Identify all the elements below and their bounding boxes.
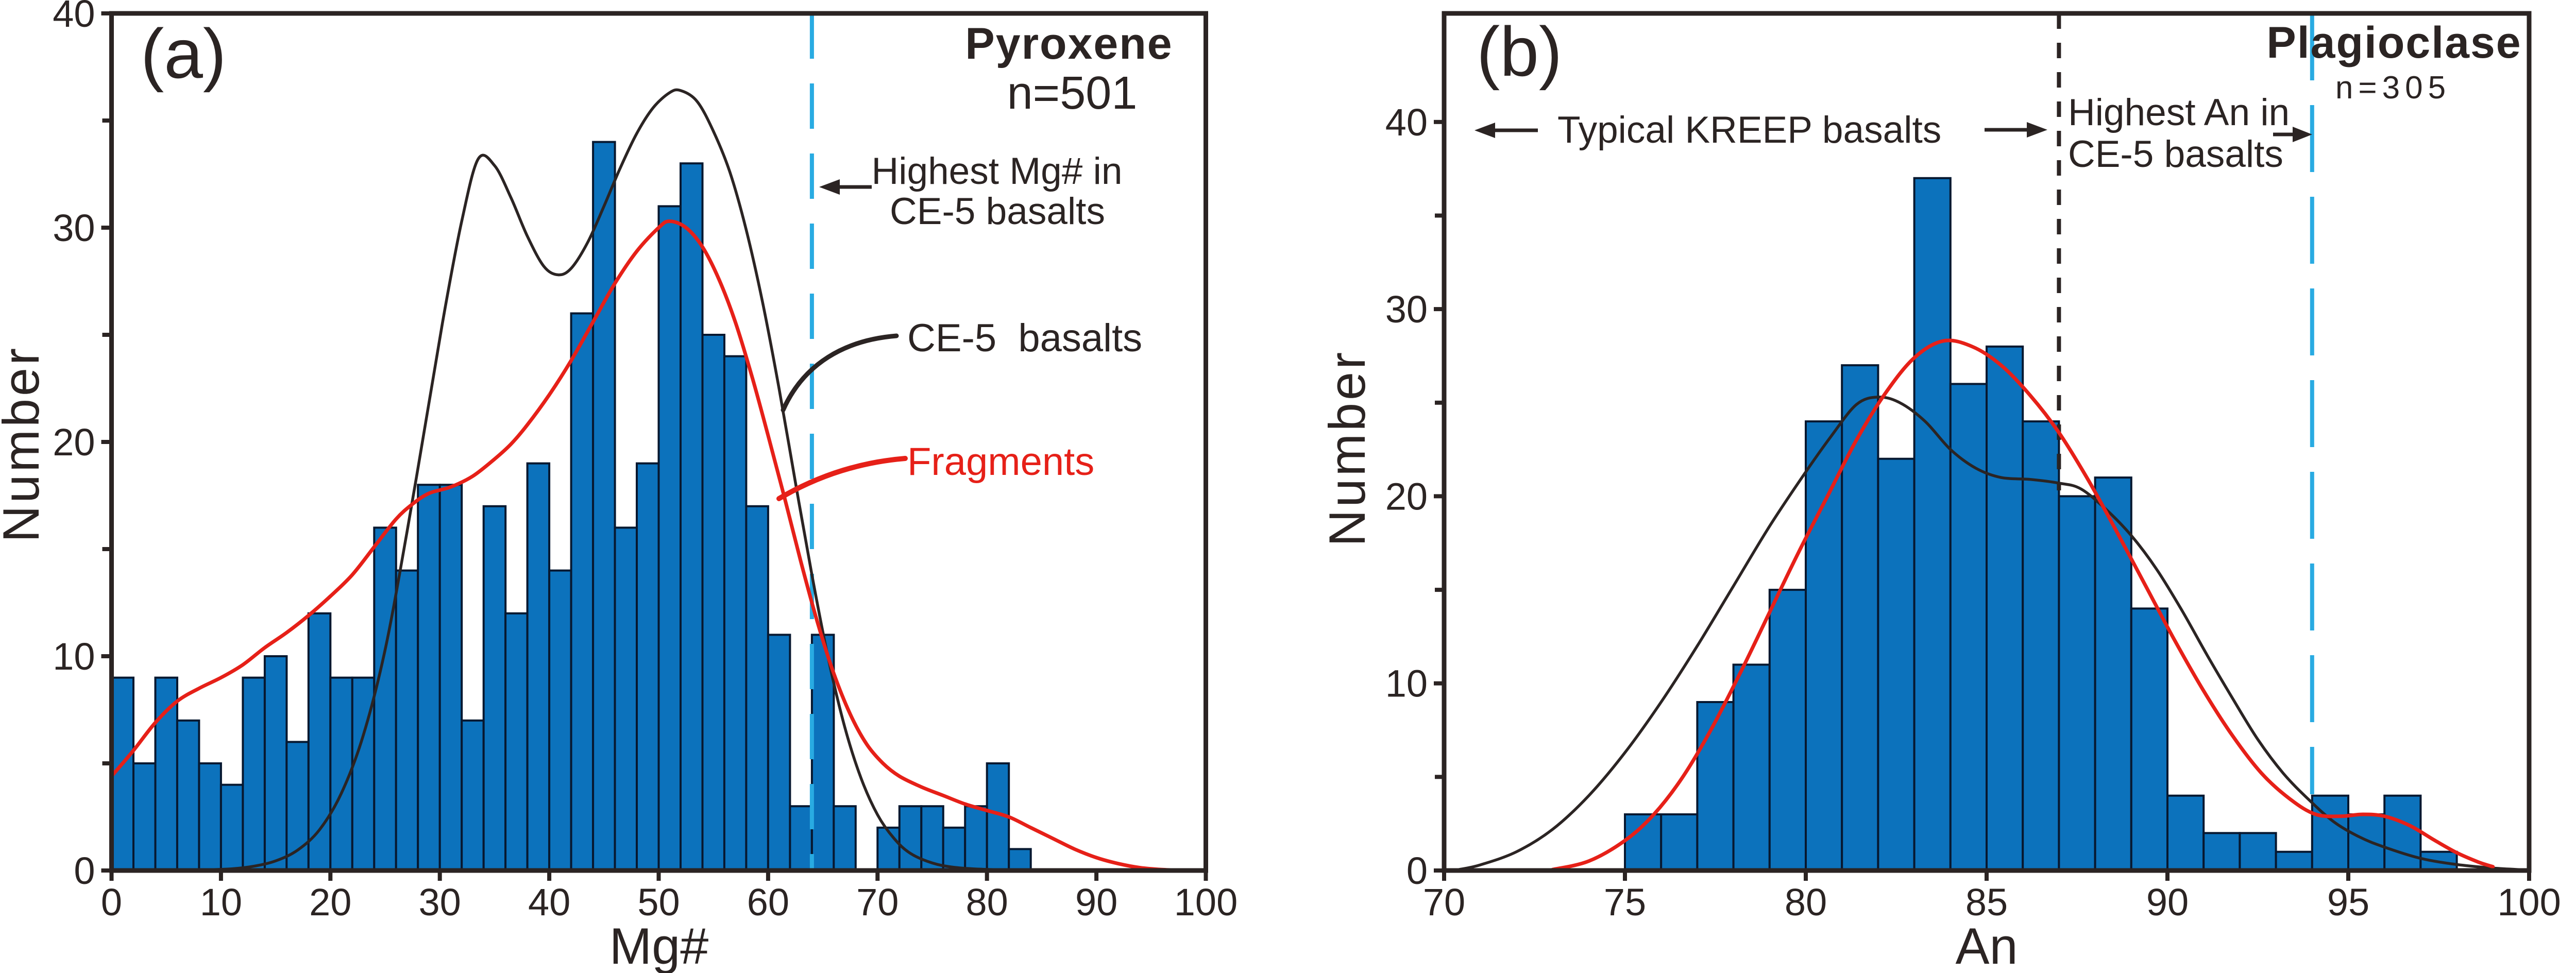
svg-text:Pyroxene: Pyroxene <box>965 19 1173 69</box>
svg-text:40: 40 <box>1385 101 1428 144</box>
svg-text:95: 95 <box>2327 881 2369 924</box>
svg-text:CE-5 basalts: CE-5 basalts <box>907 316 1142 360</box>
svg-text:20: 20 <box>309 881 351 924</box>
svg-text:0: 0 <box>74 849 95 892</box>
svg-text:100: 100 <box>2497 881 2561 924</box>
svg-text:Highest An in: Highest An in <box>2068 92 2290 133</box>
svg-text:80: 80 <box>966 881 1008 924</box>
svg-text:n=305: n=305 <box>2335 70 2451 106</box>
svg-text:Plagioclase: Plagioclase <box>2266 18 2521 67</box>
svg-text:Mg#: Mg# <box>609 917 709 973</box>
svg-text:(b): (b) <box>1477 12 1562 91</box>
svg-text:CE-5 basalts: CE-5 basalts <box>890 191 1105 232</box>
svg-text:70: 70 <box>1423 881 1465 924</box>
svg-text:10: 10 <box>1385 662 1428 705</box>
svg-text:Fragments: Fragments <box>907 440 1094 484</box>
svg-text:30: 30 <box>419 881 461 924</box>
svg-text:85: 85 <box>1965 881 2008 924</box>
svg-text:40: 40 <box>53 0 95 35</box>
svg-text:70: 70 <box>856 881 899 924</box>
svg-text:90: 90 <box>2146 881 2189 924</box>
svg-text:20: 20 <box>53 421 95 464</box>
svg-text:0: 0 <box>101 881 122 924</box>
svg-text:n=501: n=501 <box>1007 67 1138 119</box>
svg-text:30: 30 <box>1385 288 1428 331</box>
svg-text:75: 75 <box>1604 881 1646 924</box>
svg-text:100: 100 <box>1174 881 1238 924</box>
svg-text:40: 40 <box>528 881 570 924</box>
svg-text:0: 0 <box>1406 849 1428 892</box>
svg-text:20: 20 <box>1385 475 1428 518</box>
svg-text:CE-5 basalts: CE-5 basalts <box>2068 133 2283 175</box>
svg-text:60: 60 <box>747 881 789 924</box>
svg-text:10: 10 <box>200 881 242 924</box>
svg-text:Number: Number <box>0 346 49 542</box>
svg-text:An: An <box>1955 917 2018 973</box>
svg-text:50: 50 <box>637 881 680 924</box>
svg-text:10: 10 <box>53 635 95 678</box>
svg-text:Highest Mg# in: Highest Mg# in <box>872 150 1123 192</box>
svg-text:30: 30 <box>53 207 95 249</box>
svg-text:90: 90 <box>1075 881 1117 924</box>
svg-text:Typical KREEP basalts: Typical KREEP basalts <box>1557 109 1941 151</box>
svg-text:80: 80 <box>1785 881 1827 924</box>
svg-text:(a): (a) <box>141 14 226 93</box>
svg-text:Number: Number <box>1318 350 1376 547</box>
